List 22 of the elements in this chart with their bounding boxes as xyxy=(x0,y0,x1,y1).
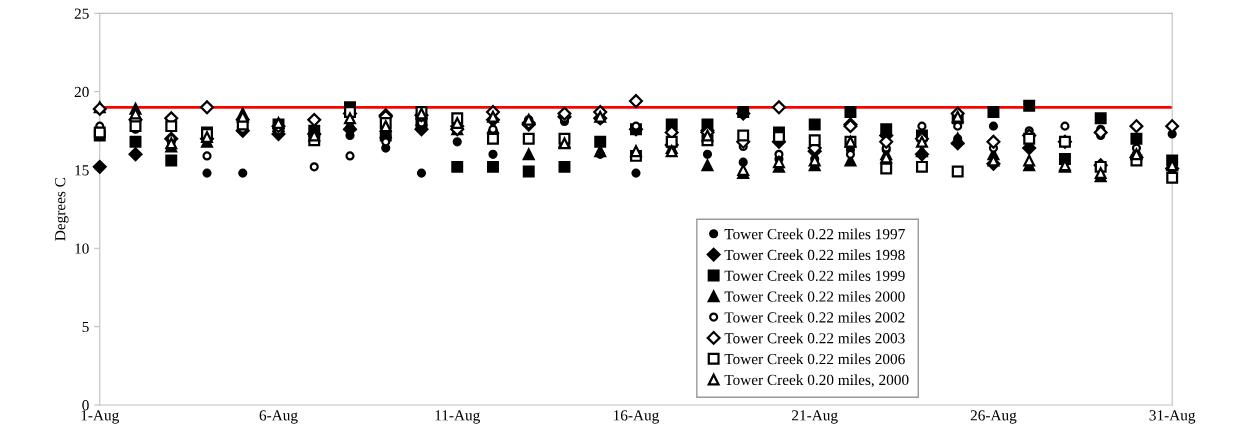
y-axis-title: Degrees C xyxy=(55,177,69,241)
y-tick-label: 0 xyxy=(82,400,89,411)
legend-label: Tower Creek 0.22 miles 2002 xyxy=(724,311,905,323)
x-tick-label: 6-Aug xyxy=(259,410,298,424)
x-tick-label: 1-Aug xyxy=(81,410,119,424)
legend-label: Tower Creek 0.22 miles 2003 xyxy=(724,332,905,344)
legend-label: Tower Creek 0.22 miles 1998 xyxy=(724,249,905,261)
x-tick-label: 16-Aug xyxy=(613,410,660,424)
x-tick-label: 21-Aug xyxy=(792,410,838,424)
x-tick-label: 26-Aug xyxy=(970,410,1017,424)
y-tick-label: 25 xyxy=(74,8,89,19)
x-tick-label: 11-Aug xyxy=(435,410,480,424)
y-tick-label: 20 xyxy=(74,86,89,98)
y-tick-label: 15 xyxy=(75,165,89,176)
legend-label: Tower Creek 0.22 miles 2006 xyxy=(724,353,905,365)
legend-label: Tower Creek 0.22 miles 1999 xyxy=(724,270,905,281)
y-tick-label: 5 xyxy=(82,321,89,333)
x-tick-label: 31-Aug xyxy=(1149,410,1196,424)
legend-label: Tower Creek 0.22 miles 2000 xyxy=(724,291,905,302)
legend-label: Tower Creek 0.20 miles, 2000 xyxy=(724,374,909,388)
legend-label: Tower Creek 0.22 miles 1997 xyxy=(724,228,905,240)
y-tick-label: 10 xyxy=(75,243,89,254)
